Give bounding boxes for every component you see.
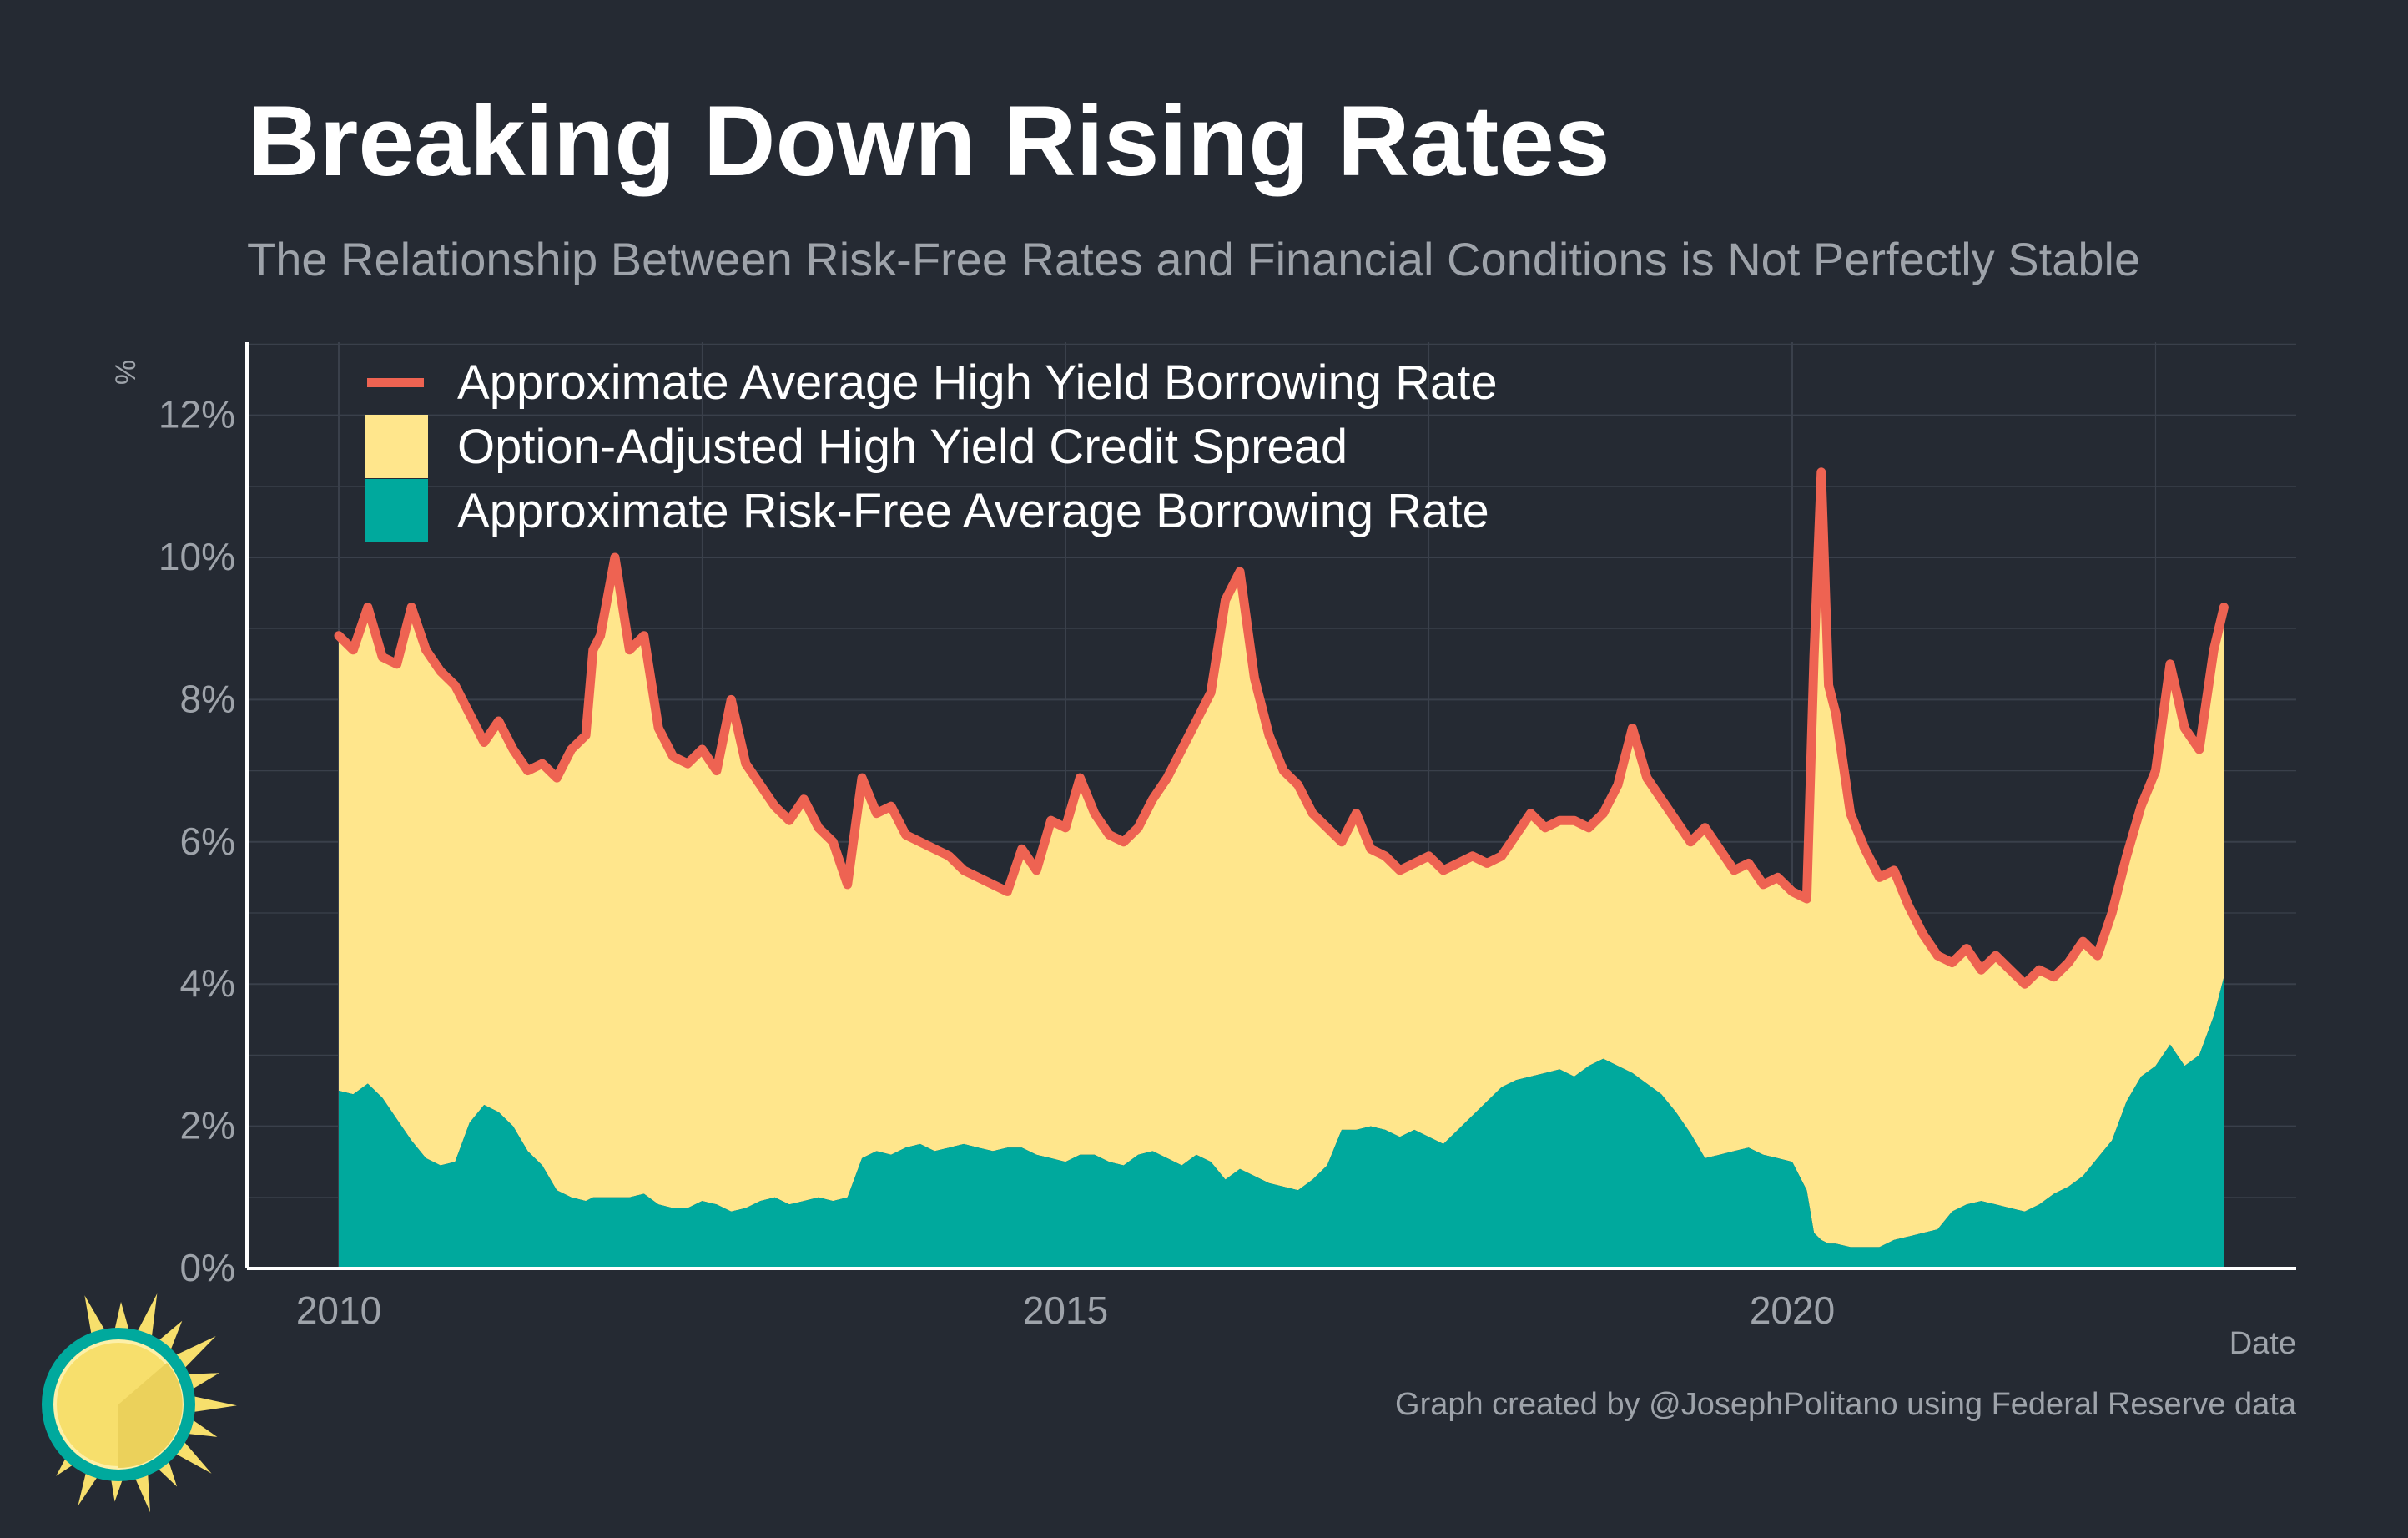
- legend-swatch-area: [365, 479, 428, 542]
- risk-free-area: [339, 976, 2224, 1268]
- y-tick-label: 6%: [180, 819, 235, 863]
- legend-label: Approximate Risk-Free Average Borrowing …: [457, 484, 1489, 538]
- legend-label: Approximate Average High Yield Borrowing…: [457, 356, 1498, 410]
- sun-ray: [186, 1373, 219, 1390]
- credit-spread-area: [339, 471, 2224, 1248]
- y-tick-label: 10%: [159, 535, 235, 578]
- high-yield-line: [334, 467, 2229, 989]
- legend-item: Option-Adjusted High Yield Credit Spread: [365, 415, 1348, 478]
- legend-label: Option-Adjusted High Yield Credit Spread: [457, 420, 1348, 474]
- x-axis-label: Date: [2229, 1326, 2296, 1361]
- y-tick-label: 2%: [180, 1104, 235, 1147]
- y-tick-label: 0%: [180, 1246, 235, 1289]
- sun-ray: [174, 1336, 216, 1369]
- sun-icon: [42, 1293, 237, 1513]
- tick-labels: 0% 2% 4% 6% 8% 10% 12% 2010 2015 2020% Date: [110, 360, 2296, 1361]
- x-tick-label: 2015: [1023, 1288, 1108, 1332]
- legend-swatch-area: [365, 415, 428, 478]
- legend-item: Approximate Average High Yield Borrowing…: [367, 356, 1498, 410]
- line-layers: [334, 467, 2229, 989]
- legend-item: Approximate Risk-Free Average Borrowing …: [365, 479, 1489, 542]
- y-tick-label: 4%: [180, 961, 235, 1005]
- legend: Approximate Average High Yield Borrowing…: [365, 356, 1498, 542]
- y-tick-label: 12%: [159, 393, 235, 436]
- sun-ray: [113, 1302, 130, 1334]
- x-tick-label: 2010: [296, 1288, 381, 1332]
- x-tick-label: 2020: [1750, 1288, 1835, 1332]
- y-tick-label: 8%: [180, 677, 235, 720]
- y-axis-label: %: [110, 360, 142, 385]
- area-layers: [339, 471, 2224, 1268]
- sun-ray: [191, 1395, 237, 1413]
- sun-ray: [135, 1293, 158, 1340]
- chart-title: Breaking Down Rising Rates: [247, 85, 1610, 197]
- source-caption: Graph created by @JosephPolitano using F…: [1395, 1387, 2296, 1422]
- legend-swatch-line: [367, 378, 424, 387]
- axes: [245, 342, 2296, 1270]
- sun-shade: [118, 1363, 183, 1469]
- chart-subtitle: The Relationship Between Risk-Free Rates…: [247, 233, 2141, 285]
